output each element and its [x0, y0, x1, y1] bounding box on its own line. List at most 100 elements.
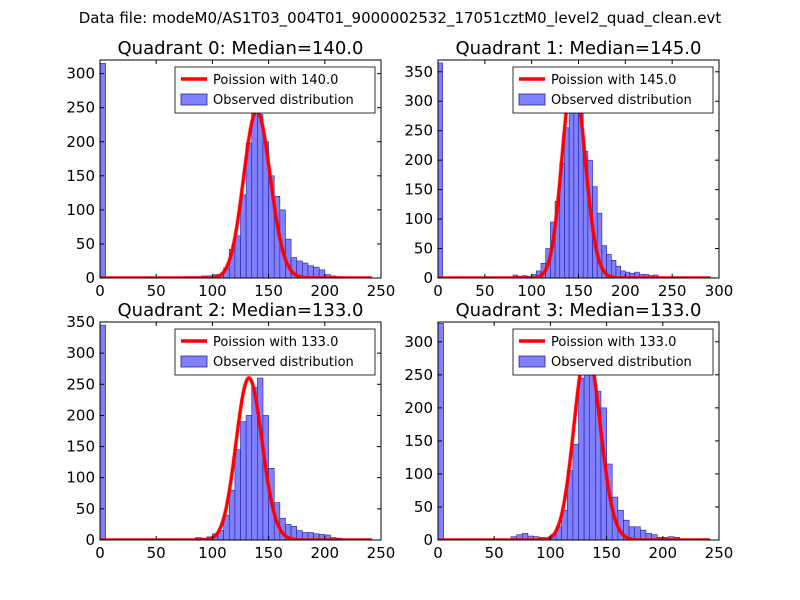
legend-line-label: Poission with 140.0 — [213, 73, 338, 88]
subplot-title: Quadrant 1: Median=145.0 — [456, 38, 702, 59]
legend-bar-swatch — [518, 93, 546, 106]
y-tick-label: 250 — [404, 366, 433, 384]
y-tick-label: 250 — [66, 375, 95, 393]
y-tick-label: 150 — [404, 432, 433, 450]
histogram-bar — [240, 421, 247, 540]
y-tick-label: 0 — [85, 269, 95, 287]
y-tick-label: 250 — [404, 122, 433, 140]
histogram-bar — [438, 323, 444, 540]
x-tick-label: 100 — [536, 544, 565, 562]
histogram-bar — [245, 415, 253, 540]
y-tick-label: 50 — [414, 240, 433, 258]
legend: Poission with 145.0 Observed distribution — [512, 66, 714, 114]
histogram-bar — [100, 63, 106, 278]
y-tick-label: 100 — [404, 465, 433, 483]
histogram-bar — [257, 114, 264, 278]
x-tick-label: 150 — [564, 282, 593, 300]
legend: Poission with 133.0 Observed distribution — [174, 328, 376, 376]
legend-bar-label: Observed distribution — [551, 355, 692, 370]
x-tick-label: 0 — [95, 544, 105, 562]
y-tick-label: 300 — [404, 92, 433, 110]
poisson-curve — [100, 109, 373, 278]
histogram-bar — [100, 324, 106, 540]
histogram-bar — [438, 62, 443, 278]
y-tick-label: 150 — [66, 438, 95, 456]
legend: Poission with 140.0 Observed distribution — [174, 66, 376, 114]
x-tick-label: 50 — [147, 544, 166, 562]
x-tick-label: 0 — [433, 282, 443, 300]
legend-line-label: Poission with 133.0 — [551, 335, 676, 350]
x-tick-label: 250 — [658, 282, 687, 300]
y-tick-label: 200 — [404, 151, 433, 169]
legend: Poission with 133.0 Observed distribution — [512, 328, 714, 376]
x-tick-label: 200 — [648, 544, 677, 562]
histogram-bar — [564, 127, 570, 278]
x-tick-label: 200 — [310, 282, 339, 300]
poisson-curve — [438, 346, 711, 540]
histogram-bar — [568, 97, 575, 278]
axes-frame — [99, 59, 382, 279]
y-tick-label: 250 — [66, 99, 95, 117]
plot-content — [438, 323, 711, 540]
legend-bar-label: Observed distribution — [551, 93, 692, 108]
y-tick-label: 100 — [66, 201, 95, 219]
y-tick-label: 0 — [85, 531, 95, 549]
figure-title: Data file: modeM0/AS1T03_004T01_90000025… — [78, 9, 722, 27]
x-tick-label: 200 — [310, 544, 339, 562]
y-tick-label: 350 — [66, 313, 95, 331]
legend-box — [174, 66, 376, 114]
quadrant-0-panel: 0 50 100 150 200 250 0 50 100 150 200 250 300 Quadran… — [66, 38, 395, 300]
y-tick-label: 50 — [414, 498, 433, 516]
x-tick-label: 250 — [367, 282, 396, 300]
x-tick-label: 200 — [611, 282, 640, 300]
axes-frame — [99, 321, 382, 541]
y-tick-label: 300 — [66, 65, 95, 83]
legend-bar-label: Observed distribution — [213, 93, 354, 108]
legend-box — [512, 66, 714, 114]
legend-bar-label: Observed distribution — [213, 355, 354, 370]
plot-content — [100, 324, 373, 540]
histogram-bar — [318, 269, 326, 278]
legend-bar-swatch — [180, 355, 208, 368]
y-tick-label: 150 — [404, 181, 433, 199]
legend-box — [512, 328, 714, 376]
x-tick-label: 150 — [254, 544, 283, 562]
x-tick-label: 300 — [705, 282, 734, 300]
y-tick-label: 300 — [66, 344, 95, 362]
x-tick-label: 100 — [198, 544, 227, 562]
subplot-title: Quadrant 0: Median=140.0 — [118, 38, 364, 59]
x-tick-label: 50 — [485, 544, 504, 562]
legend-bar-swatch — [180, 93, 208, 106]
axes-frame — [437, 321, 720, 541]
x-tick-label: 0 — [433, 544, 443, 562]
histogram-bar — [234, 449, 241, 540]
x-tick-label: 100 — [198, 282, 227, 300]
y-tick-label: 200 — [66, 133, 95, 151]
y-tick-label: 150 — [66, 167, 95, 185]
x-tick-label: 250 — [705, 544, 734, 562]
y-tick-label: 0 — [423, 531, 433, 549]
y-tick-label: 0 — [423, 269, 433, 287]
x-tick-label: 250 — [367, 544, 396, 562]
x-tick-label: 0 — [95, 282, 105, 300]
quadrant-2-panel: 0 50 100 150 200 250 0 50 100 150 200 250 300 350 Quad… — [66, 300, 395, 562]
x-tick-label: 50 — [147, 282, 166, 300]
y-tick-label: 100 — [404, 210, 433, 228]
x-tick-label: 150 — [592, 544, 621, 562]
plot-content — [100, 63, 373, 278]
y-tick-label: 50 — [76, 235, 95, 253]
x-tick-label: 50 — [475, 282, 494, 300]
poisson-curve — [100, 376, 373, 540]
x-tick-label: 100 — [517, 282, 546, 300]
quadrant-1-panel: 0 50 100 150 200 250 300 0 50 100 150 200 250 300 350 Q… — [404, 38, 733, 300]
histogram-bar — [572, 443, 579, 540]
y-tick-label: 200 — [404, 399, 433, 417]
legend-line-label: Poission with 133.0 — [213, 335, 338, 350]
legend-bar-swatch — [518, 355, 546, 368]
histogram-bar — [583, 348, 591, 540]
histogram-bar — [251, 110, 258, 278]
subplot-title: Quadrant 2: Median=133.0 — [118, 300, 364, 321]
y-tick-label: 200 — [66, 406, 95, 424]
subplot-title: Quadrant 3: Median=133.0 — [456, 300, 702, 321]
